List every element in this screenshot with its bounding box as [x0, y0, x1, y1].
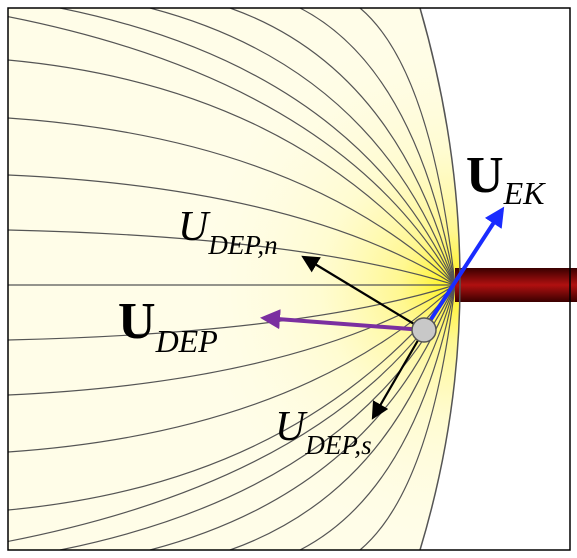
label-sub: EK — [503, 175, 547, 211]
boundary — [419, 7, 461, 551]
field-line — [359, 8, 456, 286]
field-line — [299, 8, 456, 286]
field-line — [8, 284, 456, 511]
field-line — [229, 8, 456, 286]
field-line — [8, 229, 456, 286]
label-main: U — [118, 293, 156, 350]
field-lines — [8, 8, 456, 550]
arrow-ek — [422, 206, 505, 332]
frame — [7, 7, 571, 551]
field-line — [8, 117, 456, 286]
label-sub: DEP,n — [207, 230, 277, 260]
glow — [8, 8, 460, 550]
label-sub: DEP — [155, 323, 218, 359]
label-dep-n: UDEP,n — [178, 204, 278, 260]
field-line — [59, 8, 456, 286]
field-line — [8, 284, 456, 396]
arrow-dep-n — [301, 255, 425, 331]
field-line — [8, 59, 456, 286]
field-line — [229, 284, 456, 550]
label-ek: UEK — [466, 147, 546, 211]
label-main: U — [275, 404, 308, 450]
label-main: U — [466, 147, 504, 204]
label-dep: UDEP — [118, 293, 218, 359]
field-line — [359, 284, 456, 550]
label-dep-s: UDEP,s — [275, 404, 372, 460]
field-line — [8, 174, 456, 286]
field-line — [299, 284, 456, 550]
field-line — [8, 8, 456, 286]
field-line — [149, 8, 456, 286]
arrow-dep-s — [371, 329, 425, 420]
label-main: U — [178, 204, 211, 250]
domain — [8, 8, 460, 550]
label-sub: DEP,s — [304, 430, 371, 460]
field-line — [8, 284, 456, 453]
channel — [455, 268, 577, 302]
field-line — [8, 284, 456, 550]
arrow-dep — [260, 309, 425, 332]
particle — [411, 317, 437, 343]
